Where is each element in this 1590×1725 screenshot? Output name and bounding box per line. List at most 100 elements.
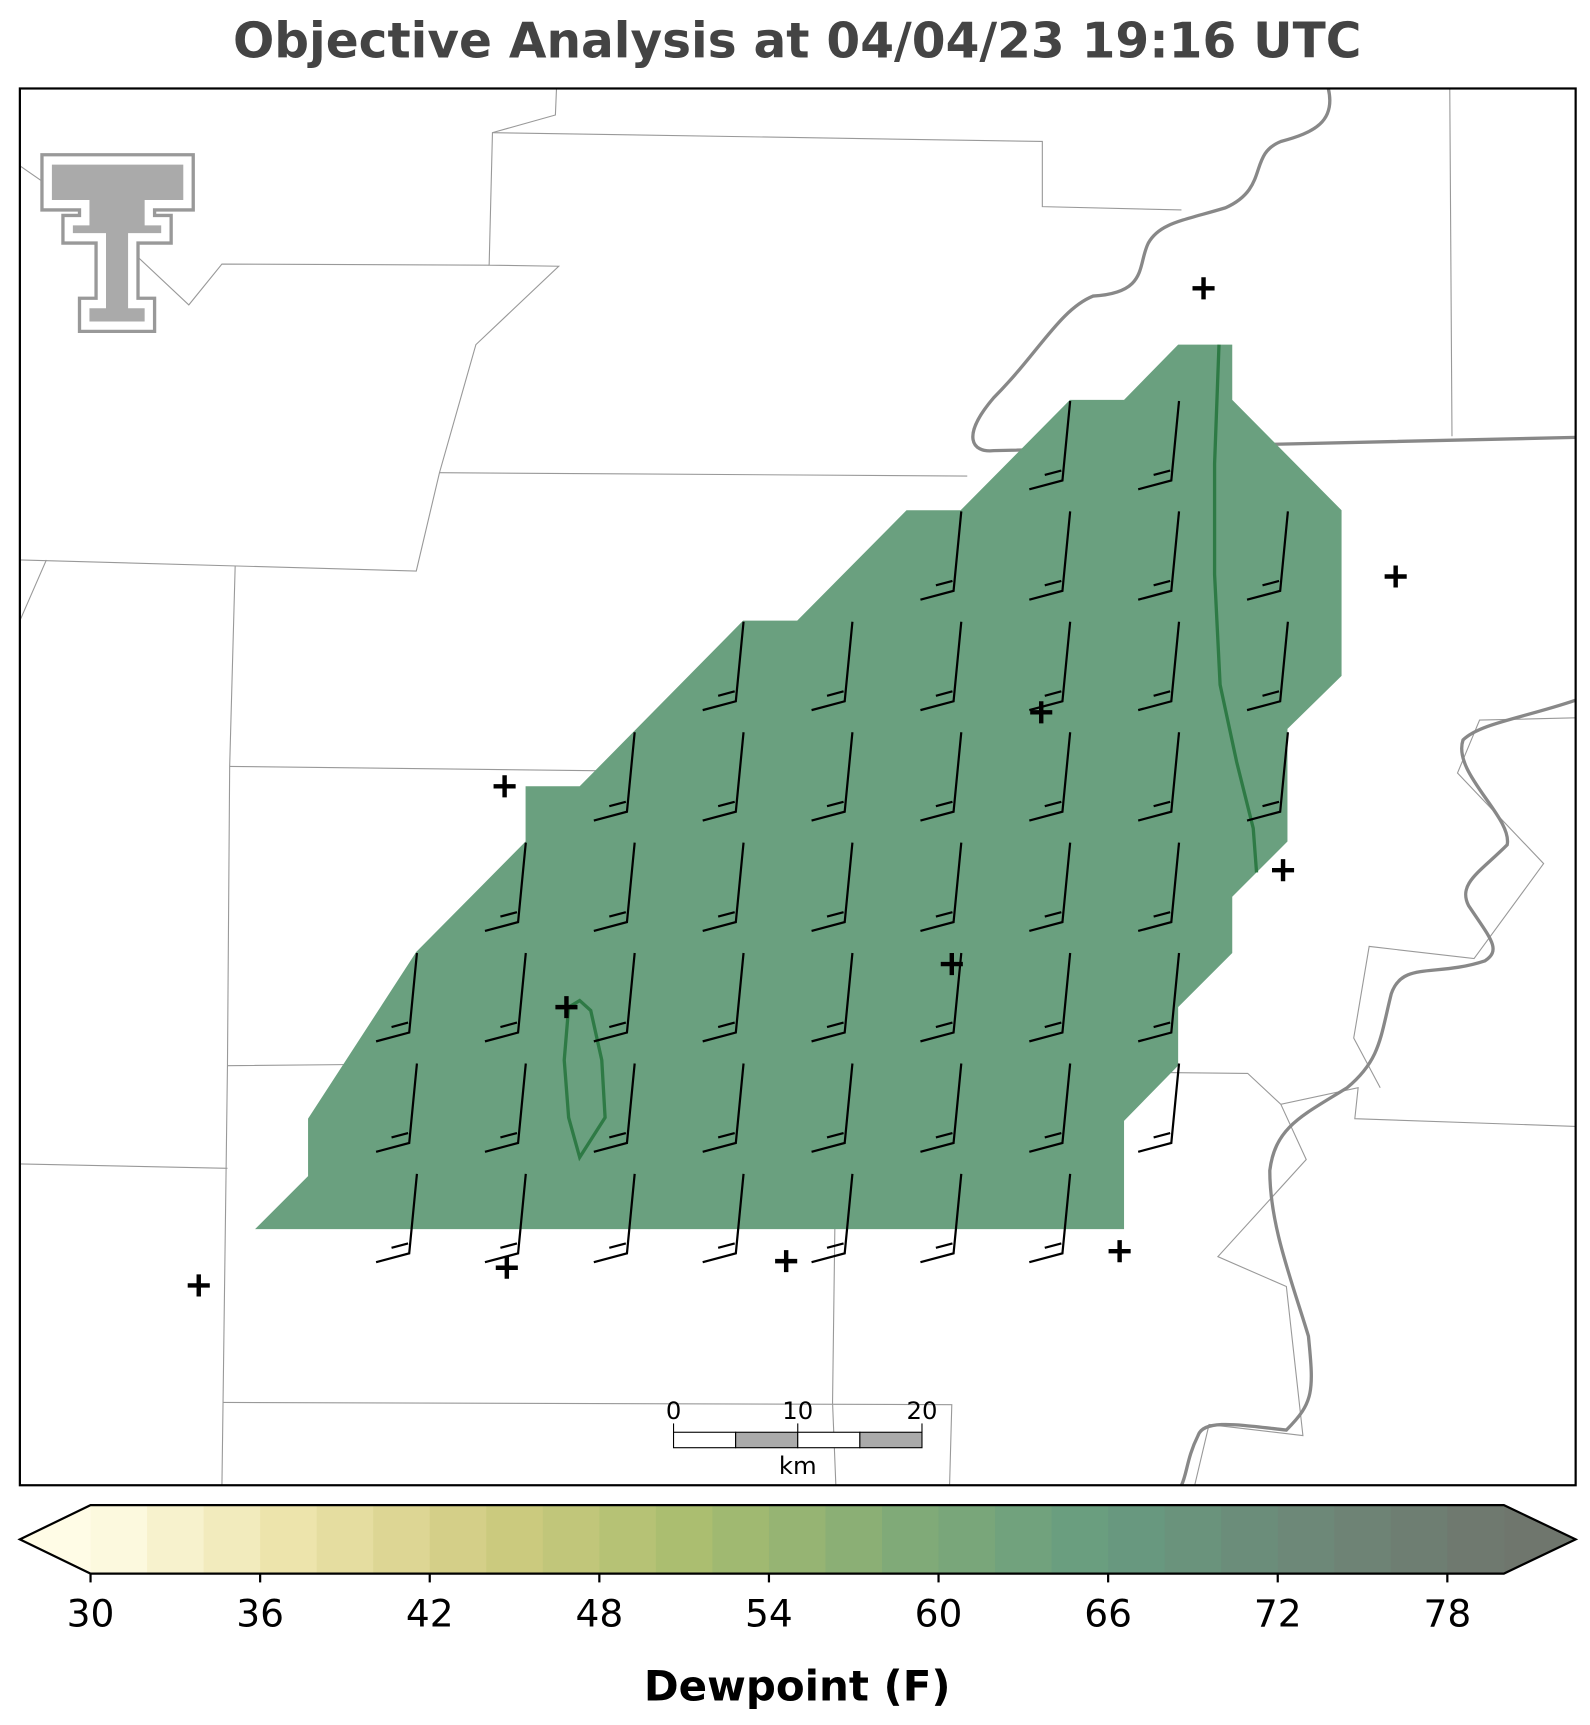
wind-barb	[593, 952, 636, 1043]
colorbar-bin	[1164, 1505, 1222, 1574]
border	[492, 132, 1182, 211]
scale-tick-label: 20	[907, 1396, 938, 1425]
wind-barb	[811, 952, 854, 1043]
colorbar-bin	[203, 1505, 261, 1574]
colorbar-bin	[938, 1505, 996, 1574]
wind-barb	[811, 842, 854, 933]
wind-barb	[484, 1063, 527, 1153]
wind-barb	[1029, 952, 1072, 1043]
colorbar-tick-label: 66	[1084, 1592, 1132, 1636]
wind-barb	[375, 1063, 419, 1153]
colorbar-bin	[1390, 1505, 1448, 1574]
analysis-region	[255, 344, 1342, 1230]
wind-barb	[702, 952, 745, 1043]
colorbar-bin	[90, 1505, 148, 1574]
colorbar-tick-label: 60	[915, 1592, 963, 1636]
station	[1384, 565, 1407, 588]
wind-barb	[811, 621, 854, 712]
colorbar-bin	[1334, 1505, 1392, 1574]
wind-barb	[375, 1173, 419, 1264]
station	[495, 1256, 518, 1279]
scale-segment	[735, 1431, 799, 1449]
wind-barb	[920, 732, 963, 822]
colorbar-bin	[260, 1505, 318, 1574]
wind-barb	[1137, 400, 1181, 491]
wind-barb	[1246, 511, 1289, 601]
wind-barb	[920, 842, 963, 933]
station	[1272, 859, 1295, 882]
wind-barb	[702, 842, 745, 933]
colorbar-bin	[373, 1505, 431, 1574]
colorbar-bin	[147, 1505, 205, 1574]
station	[940, 953, 963, 976]
colorbar-bin	[1447, 1505, 1505, 1574]
colorbar-bin	[825, 1505, 883, 1574]
wind-barb	[1029, 400, 1072, 491]
wind-barb	[593, 1063, 636, 1153]
colorbar: 30 36 42 48 54 60 66 72 78	[17, 1504, 1579, 1636]
wind-barb	[811, 1063, 854, 1153]
scale-tick-label: 10	[782, 1396, 813, 1425]
river	[971, 88, 1576, 453]
wind-barb	[1137, 842, 1181, 933]
wind-barbs	[375, 400, 1289, 1264]
border	[19, 1163, 228, 1169]
colorbar-bin	[768, 1505, 827, 1574]
wind-barb	[1137, 1063, 1181, 1153]
scale-tick-label: 0	[666, 1396, 681, 1425]
wind-barb	[702, 621, 745, 712]
scale-segment	[672, 1431, 737, 1449]
contour	[1212, 344, 1259, 873]
wind-barb	[1029, 511, 1072, 601]
wind-barb	[920, 511, 963, 601]
colorbar-bin	[542, 1505, 600, 1574]
dewpoint-fill	[255, 344, 1342, 1230]
wind-barb	[593, 732, 636, 822]
wind-barb	[920, 621, 963, 712]
scale-bar: 0 10 20 km	[666, 1396, 938, 1480]
contour	[562, 998, 607, 1162]
colorbar-bin	[429, 1505, 487, 1574]
wind-barb	[1029, 1173, 1072, 1264]
wind-barb	[1029, 732, 1072, 822]
wind-barb	[484, 1173, 527, 1264]
station	[493, 775, 516, 798]
colorbar-bin	[1221, 1505, 1279, 1574]
scale-unit: km	[779, 1451, 817, 1480]
colorbar-tick-label: 78	[1423, 1592, 1471, 1636]
colorbar-tick-label: 30	[67, 1592, 115, 1636]
colorbar-bin	[316, 1505, 374, 1574]
colorbar-label: Dewpoint (F)	[644, 1662, 951, 1711]
wind-barb	[484, 842, 527, 933]
wind-barb	[593, 1173, 636, 1264]
colorbar-bin	[995, 1505, 1053, 1574]
colorbar-bin	[712, 1505, 770, 1574]
logo-fill	[49, 162, 186, 324]
scale-segment	[859, 1431, 923, 1449]
colorbar-bin	[655, 1505, 713, 1574]
station	[775, 1250, 798, 1273]
colorbar-bin	[599, 1505, 657, 1574]
scale-segment	[797, 1431, 861, 1449]
map-frame	[18, 87, 1577, 1487]
wind-barb	[484, 952, 527, 1043]
colorbar-tick-label: 42	[406, 1592, 454, 1636]
wind-barb	[811, 732, 854, 822]
wind-barb	[920, 952, 963, 1043]
river	[1179, 698, 1577, 1486]
colorbar-tick-label: 54	[745, 1592, 793, 1636]
wind-barb	[1137, 511, 1181, 601]
station	[187, 1274, 210, 1297]
border	[19, 88, 561, 572]
colorbar-tick-label: 36	[236, 1592, 284, 1636]
wind-barb	[702, 1173, 745, 1264]
colorbar-tick-label: 48	[575, 1592, 623, 1636]
wind-barb	[593, 842, 636, 933]
wind-barb	[920, 1063, 963, 1153]
wind-barb	[702, 1063, 745, 1153]
colorbar-extend-high	[1503, 1505, 1576, 1574]
wind-barb	[1246, 621, 1289, 712]
wind-barb	[1137, 952, 1181, 1043]
station	[1030, 701, 1053, 724]
